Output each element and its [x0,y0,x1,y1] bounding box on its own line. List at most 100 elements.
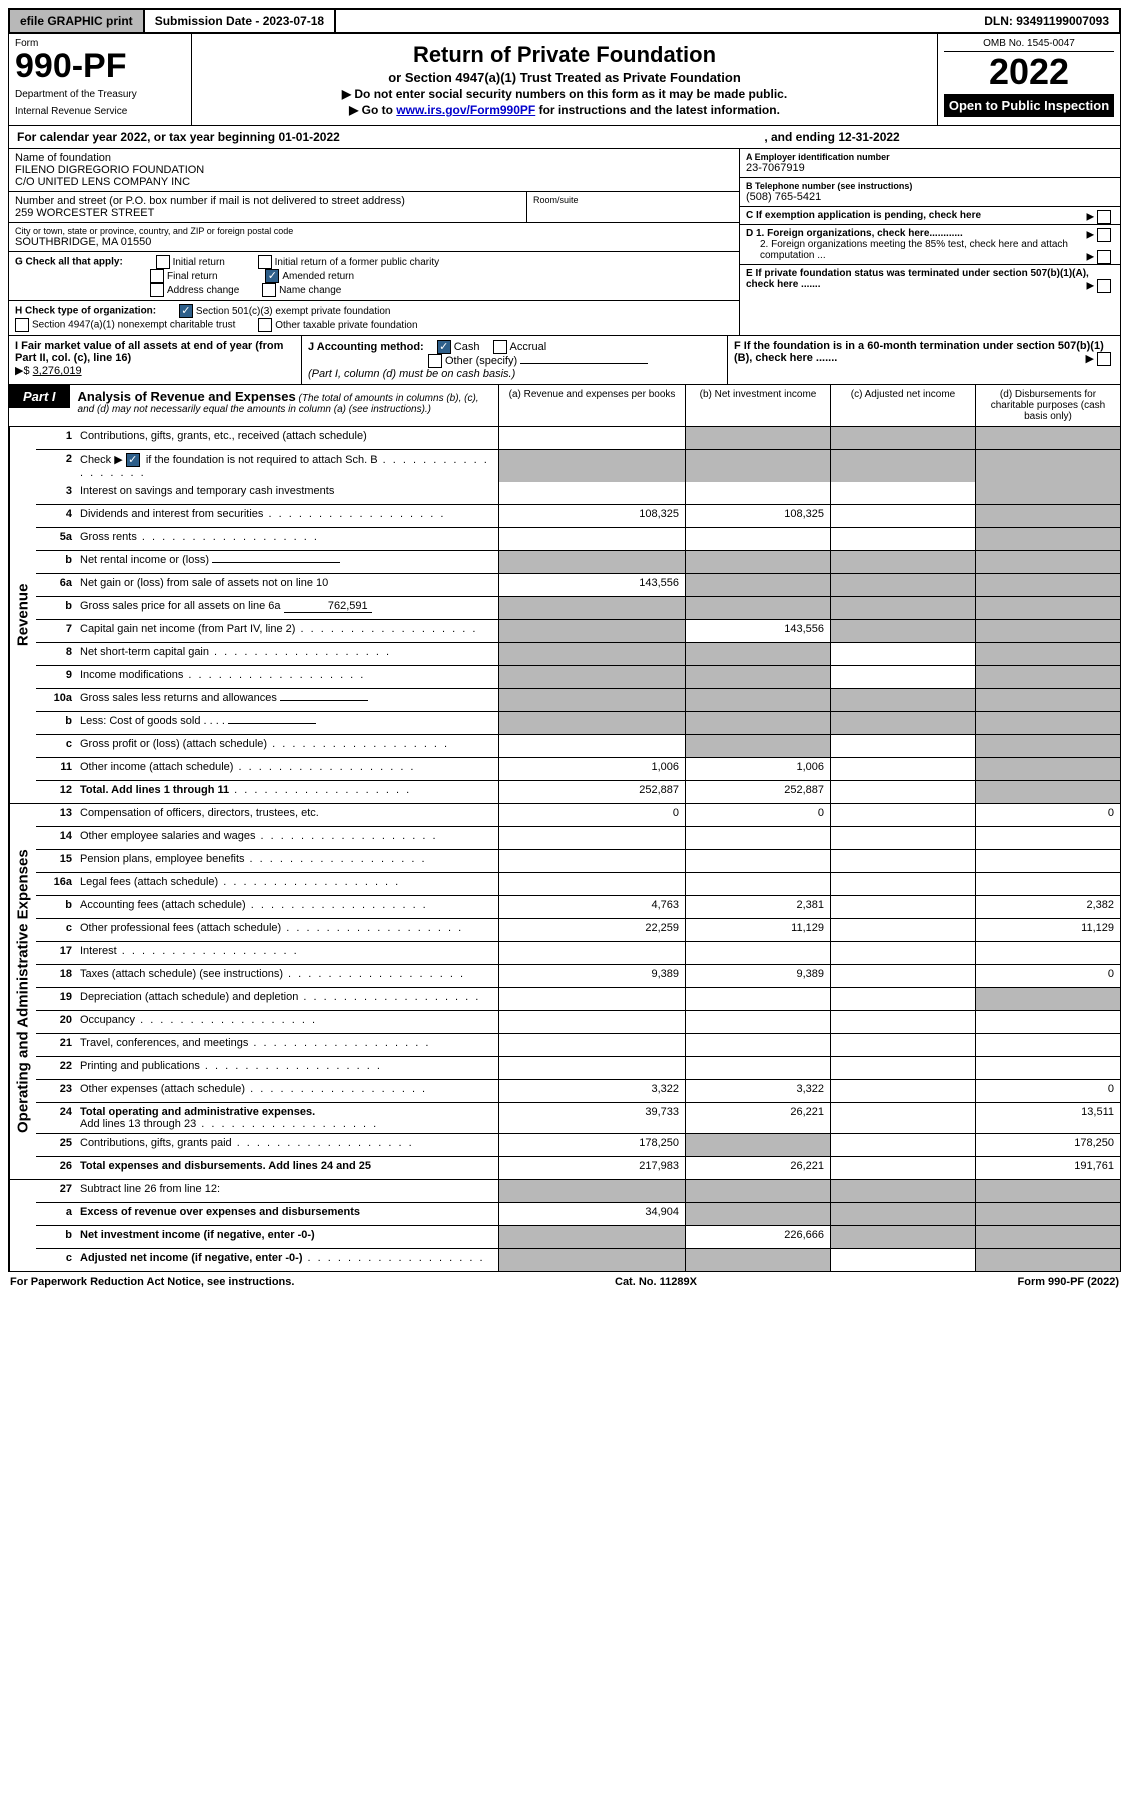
address-value: 259 WORCESTER STREET [15,207,520,219]
line-13-col-a: 0 [498,804,685,826]
checkbox-initial-return[interactable] [156,255,170,269]
opt-address-change: Address change [167,285,239,296]
line-16c-desc: Other professional fees (attach schedule… [76,919,498,941]
line-12-col-a: 252,887 [498,781,685,803]
line-24-desc: Total operating and administrative expen… [76,1103,498,1133]
checkbox-accrual[interactable] [493,340,507,354]
opt-other-taxable: Other taxable private foundation [275,320,417,331]
line-16c-col-d: 11,129 [975,919,1120,941]
line-24-col-b: 26,221 [685,1103,830,1133]
line-25-desc: Contributions, gifts, grants paid [76,1134,498,1156]
expenses-sidebar: Operating and Administrative Expenses [9,804,36,1179]
line-13-col-b: 0 [685,804,830,826]
checkbox-name-change[interactable] [262,283,276,297]
line-27b-num: b [36,1226,76,1248]
page-footer: For Paperwork Reduction Act Notice, see … [8,1272,1121,1292]
checkbox-other-method[interactable] [428,354,442,368]
opt-amended-return: Amended return [282,271,354,282]
dln-label: DLN: 93491199007093 [974,10,1119,32]
fmv-value: 3,276,019 [33,365,82,377]
line-7-desc: Capital gain net income (from Part IV, l… [76,620,498,642]
foundation-name-2: C/O UNITED LENS COMPANY INC [15,176,733,188]
line-27b-col-b: 226,666 [685,1226,830,1248]
line-6b-num: b [36,597,76,619]
line-16a-desc: Legal fees (attach schedule) [76,873,498,895]
line-23-num: 23 [36,1080,76,1102]
opt-name-change: Name change [279,285,341,296]
opt-initial-return: Initial return [173,257,225,268]
i-label: I Fair market value of all assets at end… [15,340,283,364]
col-a-header: (a) Revenue and expenses per books [498,385,685,426]
line-1-num: 1 [36,427,76,449]
line-3-desc: Interest on savings and temporary cash i… [76,482,498,504]
opt-4947a1: Section 4947(a)(1) nonexempt charitable … [32,320,235,331]
part1-title: Analysis of Revenue and Expenses [78,389,296,404]
checkbox-other-taxable[interactable] [258,318,272,332]
checkbox-amended-return[interactable] [265,269,279,283]
form-title-block: Return of Private Foundation or Section … [192,34,937,125]
checkbox-foreign-org[interactable] [1097,228,1111,242]
line-27c-desc: Adjusted net income (if negative, enter … [76,1249,498,1271]
line-23-col-d: 0 [975,1080,1120,1102]
line-18-col-a: 9,389 [498,965,685,987]
checkbox-initial-former[interactable] [258,255,272,269]
line-14-num: 14 [36,827,76,849]
line-6b-desc: Gross sales price for all assets on line… [76,597,498,619]
line-16b-desc: Accounting fees (attach schedule) [76,896,498,918]
omb-number: OMB No. 1545-0047 [944,38,1114,52]
irs-link[interactable]: www.irs.gov/Form990PF [396,103,535,117]
line-6b-box: 762,591 [284,600,372,613]
ein-value: 23-7067919 [746,162,1114,174]
line-18-desc: Taxes (attach schedule) (see instruction… [76,965,498,987]
line-14-desc: Other employee salaries and wages [76,827,498,849]
checkbox-address-change[interactable] [150,283,164,297]
line-25-col-d: 178,250 [975,1134,1120,1156]
line-16b-num: b [36,896,76,918]
opt-initial-former: Initial return of a former public charit… [275,257,440,268]
checkbox-sch-b[interactable] [126,453,140,467]
dept-treasury: Department of the Treasury [15,89,185,100]
line-5a-num: 5a [36,528,76,550]
line-11-col-b: 1,006 [685,758,830,780]
line-19-desc: Depreciation (attach schedule) and deple… [76,988,498,1010]
line-27a-desc: Excess of revenue over expenses and disb… [76,1203,498,1225]
checkbox-501c3[interactable] [179,304,193,318]
checkbox-4947a1[interactable] [15,318,29,332]
line-5b-desc: Net rental income or (loss) [76,551,498,573]
line-26-desc: Total expenses and disbursements. Add li… [76,1157,498,1179]
line-3-num: 3 [36,482,76,504]
h-label: H Check type of organization: [15,306,156,317]
line-27a-col-a: 34,904 [498,1203,685,1225]
checkbox-60month[interactable] [1097,352,1111,366]
form-header: Form 990-PF Department of the Treasury I… [8,34,1121,126]
line-6a-col-a: 143,556 [498,574,685,596]
checkbox-final-return[interactable] [150,269,164,283]
checkbox-85pct-test[interactable] [1097,250,1111,264]
line-26-col-a: 217,983 [498,1157,685,1179]
efile-print-button[interactable]: efile GRAPHIC print [10,10,145,32]
checkbox-cash[interactable] [437,340,451,354]
tax-year: 2022 [944,54,1114,90]
form-title: Return of Private Foundation [202,42,927,68]
checkbox-status-terminated[interactable] [1097,279,1111,293]
line-11-desc: Other income (attach schedule) [76,758,498,780]
c-label: C If exemption application is pending, c… [746,210,981,221]
expenses-table: Operating and Administrative Expenses 13… [8,804,1121,1180]
phone-label: B Telephone number (see instructions) [746,181,912,191]
line-5a-desc: Gross rents [76,528,498,550]
line-15-num: 15 [36,850,76,872]
line-27c-num: c [36,1249,76,1271]
line-16b-col-b: 2,381 [685,896,830,918]
line-21-num: 21 [36,1034,76,1056]
checkbox-exemption-pending[interactable] [1097,210,1111,224]
line-2-num: 2 [36,450,76,482]
form-subtitle: or Section 4947(a)(1) Trust Treated as P… [202,70,927,85]
line-26-num: 26 [36,1157,76,1179]
line-4-desc: Dividends and interest from securities [76,505,498,527]
line-13-num: 13 [36,804,76,826]
line-16a-num: 16a [36,873,76,895]
f-label: F If the foundation is in a 60-month ter… [734,340,1104,364]
form-ref: Form 990-PF (2022) [1018,1276,1119,1288]
line-16c-num: c [36,919,76,941]
phone-value: (508) 765-5421 [746,191,1114,203]
